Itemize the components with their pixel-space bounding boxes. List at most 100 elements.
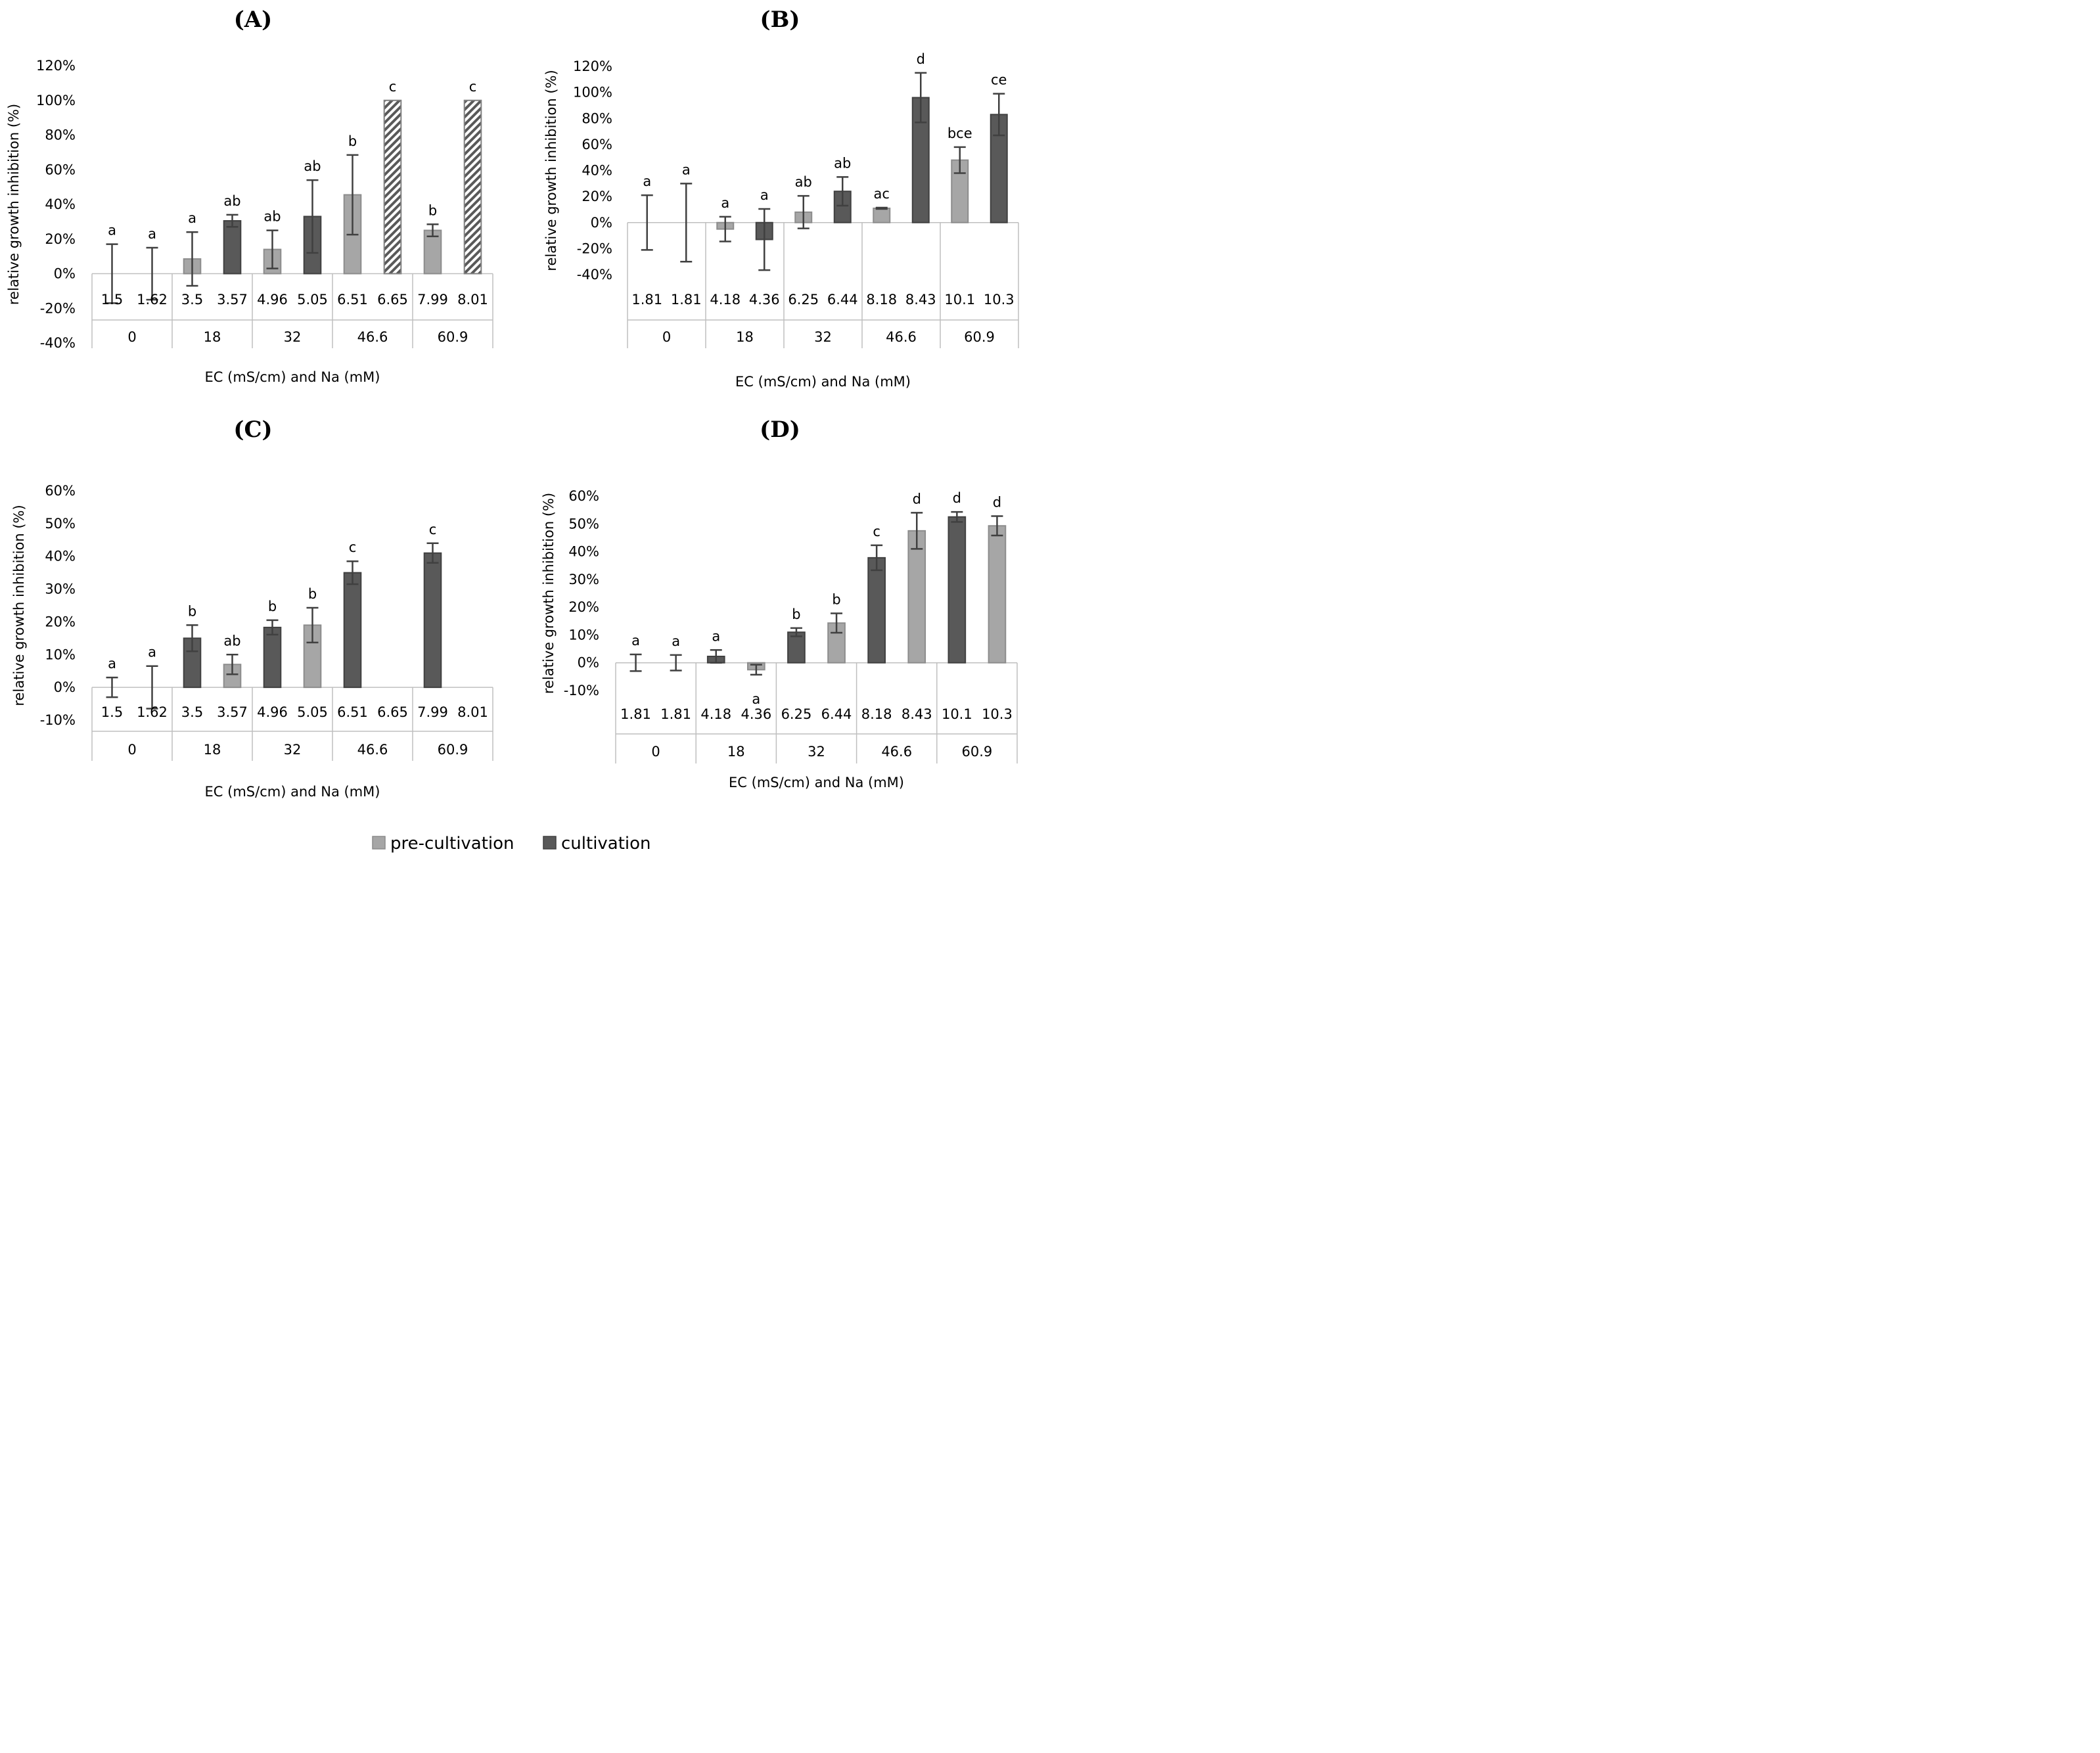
y-tick-label: 120% (36, 58, 76, 74)
significance-label: ab (304, 158, 321, 174)
category-label: 3.5 (181, 704, 203, 720)
y-tick-label: -10% (40, 712, 76, 728)
category-label: 4.36 (741, 706, 771, 722)
group-label: 60.9 (962, 744, 993, 760)
category-label: 1.81 (671, 292, 702, 307)
chart-panel-b: (B) -40% -20% 0% 20% 40% 60% 80% 100% 120% relativ… (543, 7, 1019, 390)
y-tick-label: 30% (45, 581, 76, 597)
figure: (A) -40% -20% 0% 20% 40% 60% 80% 100% 120% relativ… (6, 7, 1019, 854)
x-axis-title: EC (mS/cm) and Na (mM) (735, 374, 911, 390)
category-label: 3.57 (217, 704, 248, 720)
y-tick-label: 60% (45, 483, 76, 499)
bar (947, 516, 967, 664)
panels: (A) -40% -20% 0% 20% 40% 60% 80% 100% 120% relativ… (6, 7, 1019, 800)
category-label: 7.99 (417, 292, 448, 307)
group-label: 0 (127, 329, 136, 345)
bar (873, 207, 891, 223)
significance-label: a (721, 195, 729, 211)
bar (423, 552, 442, 689)
significance-label: ce (991, 72, 1007, 88)
significance-label: bce (947, 125, 972, 141)
y-axis-title: relative growth inhibition (%) (543, 70, 559, 271)
category-label: 5.05 (297, 704, 328, 720)
x-axis-title: EC (mS/cm) and Na (mM) (205, 369, 380, 385)
significance-label: ab (223, 193, 240, 209)
category-label: 3.57 (217, 292, 248, 307)
y-tick-label: 100% (573, 85, 612, 101)
y-tick-label: 10% (568, 627, 599, 643)
significance-label: b (832, 591, 840, 607)
chart-panel-d: (D) -10% 0% 10% 20% 30% 40% 50% 60% relative grow… (541, 417, 1018, 790)
category-label: 6.51 (337, 292, 368, 307)
category-label: 6.65 (377, 704, 408, 720)
category-label: 5.05 (297, 292, 328, 307)
category-label: 8.01 (457, 292, 488, 307)
category-label: 8.18 (861, 706, 892, 722)
category-label: 1.62 (137, 292, 168, 307)
group-label: 18 (727, 744, 745, 760)
category-label: 4.18 (700, 706, 731, 722)
significance-label: d (953, 490, 961, 506)
group-label: 60.9 (438, 329, 468, 345)
bar (223, 220, 242, 275)
panel-title: (A) (234, 7, 273, 33)
category-label: 4.18 (710, 292, 741, 307)
category-label: 1.81 (620, 706, 651, 722)
y-tick-label: 40% (45, 549, 76, 564)
significance-label: a (188, 210, 196, 226)
y-tick-label: 0% (54, 679, 76, 695)
significance-label: c (389, 79, 397, 95)
category-label: 6.44 (821, 706, 852, 722)
legend-label-pre: pre-cultivation (390, 834, 514, 854)
significance-label: a (108, 656, 116, 672)
significance-label: b (308, 586, 317, 602)
y-tick-label: 80% (582, 110, 612, 126)
group-label: 0 (651, 744, 660, 760)
bar (263, 626, 282, 689)
significance-label: d (913, 491, 921, 507)
legend-label-cult: cultivation (561, 834, 651, 854)
group-label: 0 (127, 742, 136, 758)
y-tick-label: 10% (45, 647, 76, 662)
y-tick-label: 0% (54, 266, 76, 282)
y-tick-label: 20% (45, 231, 76, 247)
significance-label: a (643, 173, 651, 189)
significance-label: a (760, 187, 769, 203)
y-tick-label: 20% (582, 189, 612, 204)
y-tick-label: 50% (45, 516, 76, 532)
y-tick-label: -10% (564, 683, 599, 698)
category-label: 6.65 (377, 292, 408, 307)
bar (907, 530, 926, 664)
chart-panel-a: (A) -40% -20% 0% 20% 40% 60% 80% 100% 120% relativ… (6, 7, 493, 385)
legend: pre-cultivation cultivation (372, 834, 651, 854)
y-tick-label: -40% (40, 335, 76, 351)
legend-swatch-pre (372, 836, 386, 850)
category-label: 4.96 (257, 704, 288, 720)
category-label: 6.25 (788, 292, 819, 307)
group-label: 32 (284, 329, 302, 345)
group-label: 46.6 (886, 329, 917, 345)
category-label: 1.62 (137, 704, 168, 720)
group-label: 46.6 (357, 329, 388, 345)
y-tick-label: 80% (45, 127, 76, 143)
y-axis-title: relative growth inhibition (%) (541, 493, 557, 694)
significance-label: d (917, 51, 925, 67)
category-label: 1.5 (101, 292, 123, 307)
group-label: 46.6 (357, 742, 388, 758)
significance-label: a (148, 226, 156, 242)
significance-label: b (428, 202, 437, 218)
y-axis-title: relative growth inhibition (%) (11, 505, 27, 706)
y-tick-label: 60% (568, 488, 599, 504)
category-label: 10.3 (984, 292, 1015, 307)
group-label: 46.6 (881, 744, 912, 760)
category-label: 6.51 (337, 704, 368, 720)
y-tick-label: 100% (36, 93, 76, 108)
group-label: 32 (808, 744, 825, 760)
panel-title: (B) (760, 7, 800, 33)
y-axis-title: relative growth inhibition (%) (6, 104, 22, 305)
significance-label: ab (834, 155, 851, 171)
group-label: 18 (204, 329, 221, 345)
significance-label: a (631, 633, 640, 649)
group-label: 32 (284, 742, 302, 758)
y-tick-label: 50% (568, 516, 599, 532)
